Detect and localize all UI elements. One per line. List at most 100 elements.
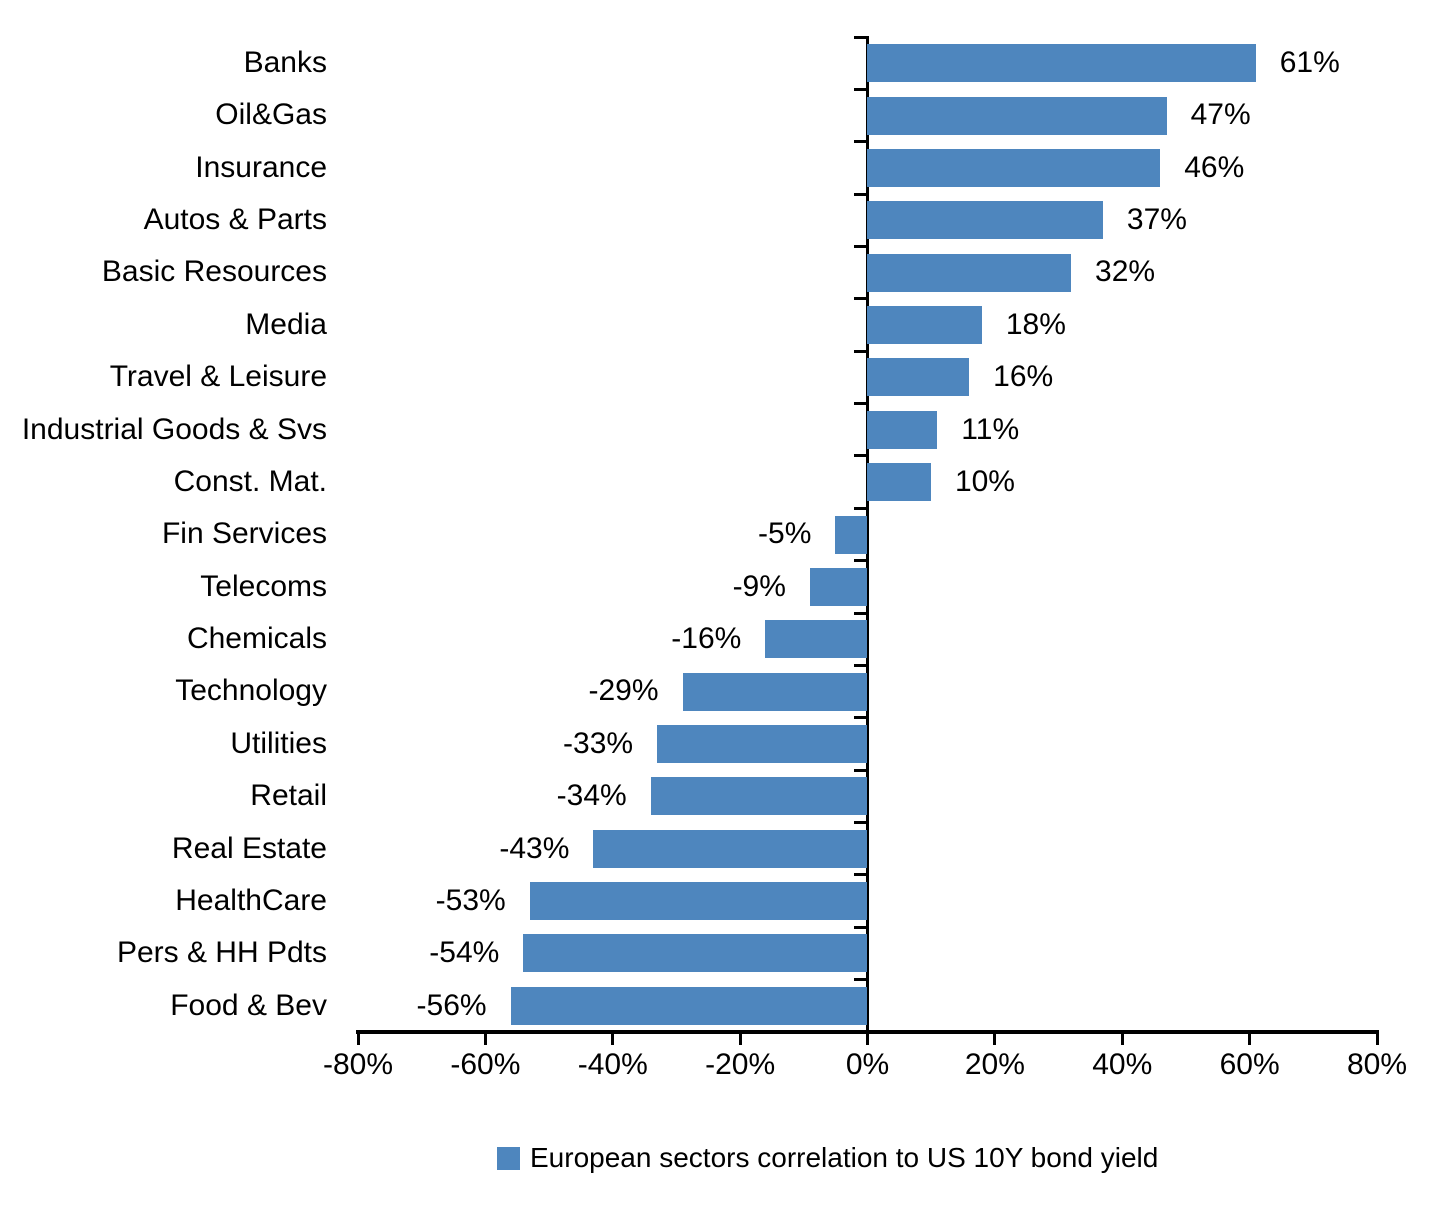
- category-axis-tick: [854, 559, 868, 563]
- value-label: -43%: [499, 831, 570, 865]
- category-label: Real Estate: [171, 831, 327, 865]
- legend: European sectors correlation to US 10Y b…: [497, 1141, 1158, 1175]
- bar-pers-hh-pdts: [523, 934, 868, 973]
- x-axis-tick-label: -40%: [577, 1048, 648, 1081]
- x-axis-tick: [483, 1033, 487, 1045]
- value-label: 46%: [1184, 150, 1245, 184]
- bar-const-mat-: [867, 463, 931, 502]
- value-label: -29%: [588, 674, 659, 708]
- category-axis-tick: [854, 821, 868, 825]
- category-label: Insurance: [195, 150, 327, 184]
- category-axis-tick: [854, 978, 868, 982]
- x-axis-tick-label: 40%: [1092, 1048, 1153, 1081]
- category-axis-tick: [854, 87, 868, 91]
- category-axis-tick: [854, 716, 868, 720]
- bar-real-estate: [593, 829, 868, 868]
- category-axis-tick: [854, 1030, 868, 1034]
- category-axis-line: [865, 36, 869, 1034]
- value-label: -9%: [732, 569, 786, 603]
- bar-insurance: [867, 148, 1161, 187]
- bar-oil-gas: [867, 96, 1167, 135]
- value-label: -53%: [435, 883, 506, 917]
- bar-food-bev: [510, 986, 868, 1025]
- value-label: 16%: [993, 360, 1054, 394]
- value-label: -16%: [671, 622, 742, 656]
- x-axis-tick-label: -60%: [450, 1048, 521, 1081]
- bar-banks: [867, 44, 1256, 83]
- bar-retail: [650, 777, 868, 816]
- x-axis-tick: [1248, 1033, 1252, 1045]
- value-label: 37%: [1126, 203, 1187, 237]
- category-axis-tick: [854, 873, 868, 877]
- bar-telecoms: [809, 567, 868, 606]
- category-label: Chemicals: [186, 622, 327, 656]
- bar-technology: [682, 672, 868, 711]
- category-axis-tick: [854, 35, 868, 39]
- bar-media: [867, 306, 982, 345]
- legend-label: European sectors correlation to US 10Y b…: [530, 1142, 1159, 1173]
- category-axis-tick: [854, 244, 868, 248]
- x-axis-tick: [1120, 1033, 1124, 1045]
- category-label: Telecoms: [200, 569, 327, 603]
- x-axis-tick-label: -20%: [705, 1048, 776, 1081]
- category-label: Travel & Leisure: [109, 360, 327, 394]
- category-label: Industrial Goods & Svs: [21, 412, 327, 446]
- category-label: Technology: [175, 674, 327, 708]
- category-label: Fin Services: [161, 517, 327, 551]
- bar-travel-leisure: [867, 358, 970, 397]
- category-label: Utilities: [230, 726, 327, 760]
- value-label: -34%: [556, 779, 627, 813]
- bar-healthcare: [529, 882, 868, 921]
- x-axis-tick: [738, 1033, 742, 1045]
- category-axis-tick: [854, 611, 868, 615]
- category-axis-tick: [854, 349, 868, 353]
- category-axis-tick: [854, 454, 868, 458]
- category-label: Food & Bev: [170, 988, 327, 1022]
- legend-swatch-icon: [497, 1146, 520, 1170]
- category-label: Retail: [250, 779, 327, 813]
- value-label: 11%: [961, 412, 1020, 446]
- category-label: Basic Resources: [101, 255, 327, 289]
- value-label: 18%: [1005, 307, 1066, 341]
- category-label: Const. Mat.: [173, 464, 327, 498]
- x-axis-tick-label: 60%: [1219, 1048, 1280, 1081]
- category-axis-tick: [854, 140, 868, 144]
- category-axis-tick: [854, 297, 868, 301]
- x-axis-tick: [611, 1033, 615, 1045]
- category-label: Media: [245, 307, 327, 341]
- category-label: HealthCare: [175, 883, 327, 917]
- value-label: 47%: [1190, 98, 1251, 132]
- bar-basic-resources: [867, 253, 1072, 292]
- category-label: Oil&Gas: [215, 98, 327, 132]
- category-axis-tick: [854, 925, 868, 929]
- x-axis-tick: [356, 1033, 360, 1045]
- value-label: -5%: [758, 517, 812, 551]
- category-label: Banks: [243, 46, 327, 79]
- category-axis-tick: [854, 663, 868, 667]
- value-label: -33%: [563, 726, 634, 760]
- x-axis-tick-label: 80%: [1346, 1048, 1408, 1081]
- x-axis-tick-label: 0%: [845, 1048, 890, 1081]
- value-label: 10%: [954, 464, 1015, 498]
- bar-chemicals: [765, 620, 868, 659]
- category-axis-tick: [854, 506, 868, 510]
- category-axis-tick: [854, 768, 868, 772]
- bar-fin-services: [835, 515, 868, 554]
- bar-utilities: [657, 724, 868, 763]
- x-axis-tick: [1375, 1033, 1379, 1045]
- x-axis-tick: [866, 1033, 869, 1045]
- x-axis-tick-label: 20%: [964, 1048, 1025, 1081]
- category-axis-tick: [854, 402, 868, 406]
- x-axis-tick: [993, 1033, 997, 1045]
- bar-autos-parts: [867, 201, 1103, 240]
- bar-industrial-goods-svs: [867, 410, 938, 449]
- x-axis-tick-label: -80%: [322, 1048, 394, 1081]
- value-label: -54%: [429, 936, 500, 970]
- value-label: -56%: [416, 988, 487, 1022]
- category-axis-tick: [854, 192, 868, 196]
- category-label: Pers & HH Pdts: [116, 936, 327, 970]
- category-label: Autos & Parts: [143, 203, 327, 237]
- x-axis-line: [356, 1030, 1379, 1034]
- value-label: 32%: [1095, 255, 1156, 289]
